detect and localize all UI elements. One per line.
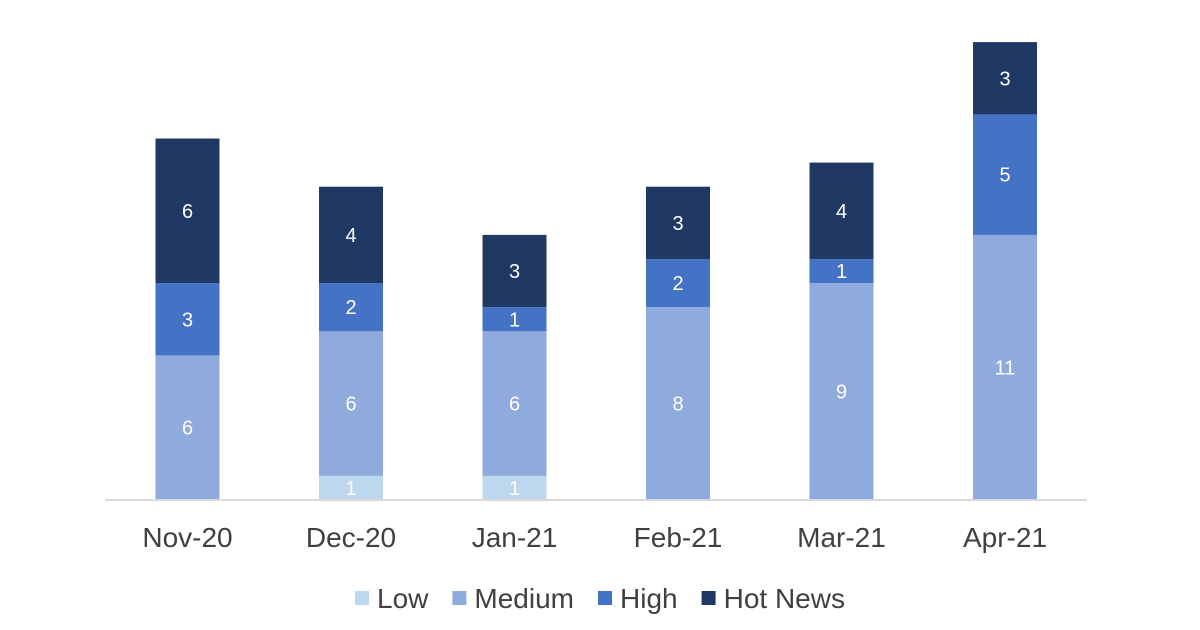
bar-dec-20-hot-news: [319, 186, 383, 284]
bar-nov-20-high: [155, 283, 220, 356]
x-tick-label-jan-21: Jan-21: [472, 522, 558, 553]
data-label-mar-21-medium: 9: [836, 382, 847, 404]
legend-label-low: Low: [377, 583, 429, 614]
data-label-nov-20-hot-news: 6: [182, 201, 193, 223]
bar-mar-21-hot-news: [809, 162, 874, 259]
x-axis-tick-labels: Nov-20 Dec-20 Jan-21 Feb-21 Mar-21 Apr-21: [142, 522, 1047, 553]
bar-dec-20-high: [319, 283, 383, 332]
data-label-jan-21-medium: 6: [509, 394, 520, 416]
data-label-jan-21-hot-news: 3: [509, 261, 520, 283]
x-tick-label-mar-21: Mar-21: [797, 522, 886, 553]
bars-group: 6 3 6 1 6 2 4 1 6 1 3 8 2 3 9 1 4 11 5 3: [155, 42, 1037, 500]
data-label-jan-21-low: 1: [509, 478, 520, 500]
data-label-dec-20-low: 1: [345, 478, 356, 500]
bar-jan-21-low: [482, 475, 547, 500]
bar-apr-21-hot-news: [973, 42, 1037, 115]
bar-feb-21-high: [646, 259, 710, 308]
data-label-nov-20-high: 3: [182, 309, 193, 331]
data-label-apr-21-medium: 11: [995, 357, 1016, 379]
data-label-nov-20-medium: 6: [182, 418, 193, 440]
data-label-apr-21-high: 5: [999, 165, 1010, 187]
x-tick-label-nov-20: Nov-20: [142, 522, 232, 553]
x-tick-label-feb-21: Feb-21: [634, 522, 723, 553]
legend-label-medium: Medium: [474, 583, 574, 614]
data-label-dec-20-high: 2: [345, 297, 356, 319]
legend-swatch-high: [598, 591, 612, 605]
data-label-jan-21-high: 1: [509, 309, 520, 331]
bar-feb-21-hot-news: [646, 186, 710, 259]
data-label-feb-21-high: 2: [672, 273, 683, 295]
data-label-feb-21-medium: 8: [672, 394, 683, 416]
data-label-mar-21-hot-news: 4: [836, 201, 847, 223]
bar-jan-21-hot-news: [482, 234, 547, 308]
bar-mar-21-medium: [809, 283, 874, 500]
x-tick-label-dec-20: Dec-20: [306, 522, 396, 553]
legend-label-hot-news: Hot News: [724, 583, 845, 614]
legend-swatch-medium: [452, 591, 467, 605]
data-label-apr-21-hot-news: 3: [999, 68, 1010, 90]
legend-swatch-hot-news: [701, 591, 716, 605]
bar-apr-21-medium: [973, 234, 1037, 500]
bar-jan-21-high: [482, 307, 547, 332]
data-label-mar-21-high: 1: [836, 261, 847, 283]
bar-apr-21-high: [973, 114, 1037, 235]
data-label-dec-20-medium: 6: [345, 394, 356, 416]
bar-jan-21-medium: [482, 331, 547, 476]
bar-feb-21-medium: [646, 307, 710, 500]
legend-swatch-low: [355, 591, 370, 605]
bar-nov-20-hot-news: [155, 138, 220, 284]
bar-dec-20-medium: [319, 331, 383, 476]
legend-label-high: High: [620, 583, 678, 614]
legend: Low Medium High Hot News: [355, 583, 845, 614]
bar-mar-21-high: [809, 259, 874, 284]
bar-dec-20-low: [319, 475, 383, 500]
x-tick-label-apr-21: Apr-21: [963, 522, 1047, 553]
bar-nov-20-medium: [155, 355, 220, 500]
data-label-feb-21-hot-news: 3: [672, 213, 683, 235]
data-label-dec-20-hot-news: 4: [345, 225, 356, 247]
